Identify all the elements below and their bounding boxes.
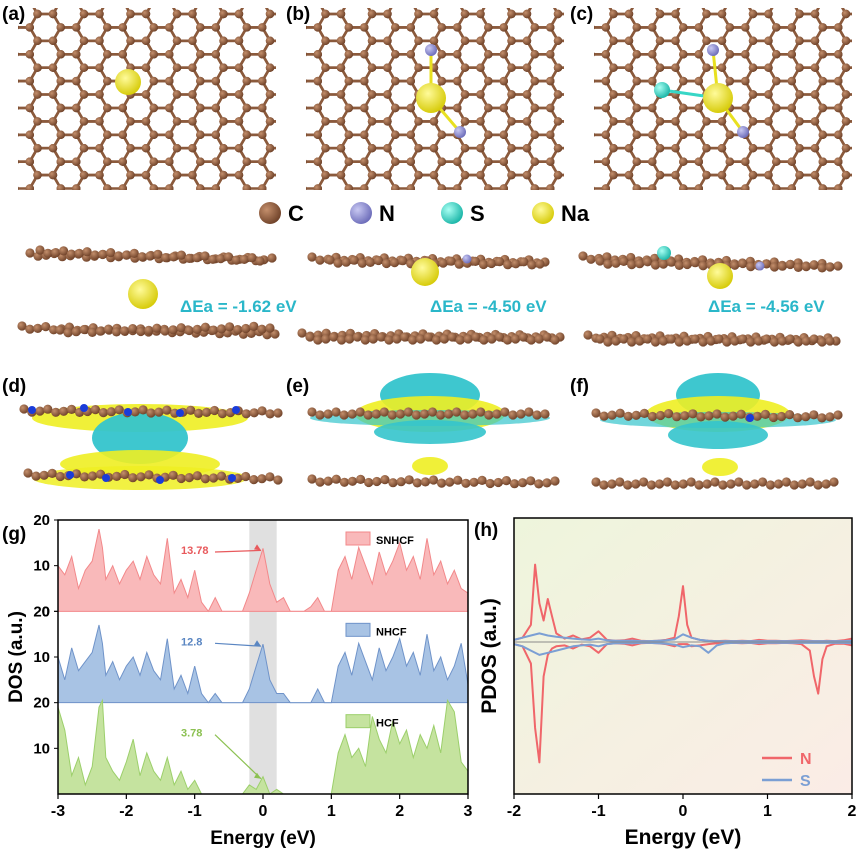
x-tick-label: -1 — [188, 803, 202, 820]
y-tick-label: 20 — [33, 512, 50, 529]
sulfur-atom-c — [654, 82, 670, 98]
x-tick-label: 0 — [679, 803, 688, 820]
peak-annotation-snhcf: 13.78 — [181, 545, 209, 557]
panel-label-h: (h) — [474, 520, 498, 541]
pdos-y-label: PDOS (a.u.) — [478, 598, 501, 714]
peak-annotation-hcf: 3.78 — [181, 728, 202, 740]
pdos-line-s-up — [513, 632, 853, 643]
panel-label-c: (c) — [570, 4, 593, 25]
y-tick-label: 20 — [33, 603, 50, 620]
energy-label-2: ΔEa = -4.50 eV — [430, 297, 547, 316]
legend-swatch-hcf — [345, 714, 371, 729]
pdos-chart: NS -2 -1 0 1 2 Energy (eV) PDOS (a.u.) — [478, 517, 857, 849]
x-tick-label: 2 — [848, 803, 857, 820]
x-tick-label: 0 — [259, 803, 268, 820]
dos-area-hcf — [57, 698, 469, 795]
sodium-atom-c — [703, 83, 733, 113]
legend-swatch-snhcf — [345, 531, 371, 546]
legend-label-nhcf: NHCF — [376, 626, 407, 638]
sodium-atom-b — [416, 83, 446, 113]
atom-legend: C N S Na — [259, 201, 590, 226]
carbon-legend-icon — [259, 202, 281, 224]
nitrogen-atom-c1 — [707, 44, 719, 56]
legend-label-hcf: HCF — [376, 718, 399, 730]
nitrogen-atom-c2 — [737, 126, 749, 138]
energy-label-3: ΔEa = -4.56 eV — [708, 297, 825, 316]
sodium-legend-icon — [532, 202, 554, 224]
annotation-arrow-snhcf — [214, 549, 262, 553]
legend-label-s: S — [800, 773, 811, 790]
panel-label-b: (b) — [286, 4, 310, 25]
x-tick-label: 1 — [327, 803, 336, 820]
dos-chart: SNHCF13.7801020NHCF12.81020HCF3.781020-3… — [6, 512, 473, 849]
legend-label-n: N — [379, 201, 395, 226]
panel-label-g: (g) — [2, 524, 26, 545]
dos-area-snhcf — [57, 528, 469, 613]
legend-label-s: S — [470, 201, 485, 226]
panel-label-a: (a) — [2, 4, 25, 25]
legend-label-n: N — [800, 751, 812, 768]
pdos-x-label: Energy (eV) — [625, 826, 742, 849]
lattice-b — [306, 8, 564, 190]
y-tick-label: 20 — [33, 695, 50, 712]
pdos-line-n-down — [513, 641, 853, 764]
dos-y-label: DOS (a.u.) — [6, 611, 27, 703]
nitrogen-legend-icon — [350, 202, 372, 224]
pdos-line-s-down — [513, 641, 853, 656]
sodium-side-c — [707, 263, 733, 289]
x-tick-label: -3 — [51, 803, 65, 820]
energy-label-1: ΔEa = -1.62 eV — [180, 297, 297, 316]
x-tick-label: -2 — [507, 803, 521, 820]
dos-x-label: Energy (eV) — [210, 828, 316, 849]
y-tick-label: 10 — [33, 558, 50, 575]
annotation-arrow-hcf — [214, 734, 262, 780]
dos-area-nhcf — [57, 624, 469, 704]
sodium-side-a — [128, 279, 158, 309]
y-tick-label: 10 — [33, 740, 50, 757]
panel-label-e: (e) — [286, 376, 309, 397]
side-views — [17, 245, 843, 347]
panel-label-d: (d) — [2, 376, 26, 397]
sodium-side-b — [411, 258, 439, 286]
x-tick-label: -1 — [591, 803, 605, 820]
nitrogen-atom-b1 — [425, 44, 437, 56]
sulfur-side-c — [657, 246, 671, 260]
annotation-arrow-nhcf — [214, 642, 262, 647]
dopant-atoms — [115, 44, 749, 138]
panel-label-f: (f) — [570, 376, 589, 397]
legend-label-na: Na — [561, 201, 590, 226]
x-tick-label: 2 — [395, 803, 404, 820]
pdos-background — [514, 518, 852, 794]
lattice-a — [18, 8, 276, 190]
legend-label-c: C — [288, 201, 304, 226]
y-tick-label: 10 — [33, 649, 50, 666]
charge-density-views — [19, 373, 843, 490]
legend-label-snhcf: SNHCF — [376, 535, 414, 547]
sodium-atom-a — [115, 69, 141, 95]
x-tick-label: 1 — [763, 803, 772, 820]
y-tick-label: 0 — [42, 603, 50, 620]
x-tick-label: -2 — [119, 803, 133, 820]
peak-annotation-nhcf: 12.8 — [181, 636, 202, 648]
legend-swatch-nhcf — [345, 622, 371, 637]
nitrogen-atom-b2 — [454, 126, 466, 138]
sulfur-legend-icon — [441, 202, 463, 224]
x-tick-label: 3 — [464, 803, 473, 820]
